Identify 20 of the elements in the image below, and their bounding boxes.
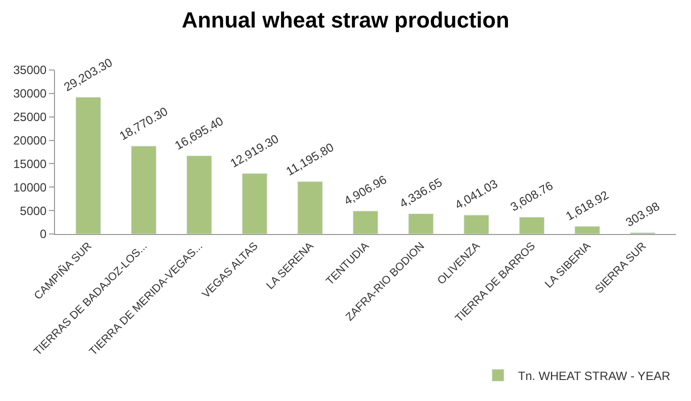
bar — [464, 214, 490, 234]
bar — [519, 216, 545, 234]
y-tick-label: 0 — [40, 227, 47, 242]
y-tick-label: 25000 — [13, 110, 47, 124]
bar — [130, 146, 156, 234]
bar — [76, 96, 101, 234]
bar — [297, 181, 323, 234]
y-tick-label: 20000 — [13, 133, 47, 148]
y-tick-label: 35000 — [13, 63, 47, 78]
bar — [574, 226, 600, 234]
bar — [408, 213, 434, 234]
y-tick-label: 15000 — [13, 156, 47, 171]
bar — [186, 156, 212, 234]
y-tick-label: 10000 — [13, 180, 47, 194]
legend-label: Tn. WHEAT STRAW - YEAR — [518, 368, 671, 383]
y-tick-label: 30000 — [13, 86, 47, 101]
bar — [352, 210, 378, 234]
bar — [242, 173, 268, 234]
y-tick-label: 5000 — [20, 204, 47, 218]
chart-title: Annual wheat straw production — [182, 7, 510, 32]
